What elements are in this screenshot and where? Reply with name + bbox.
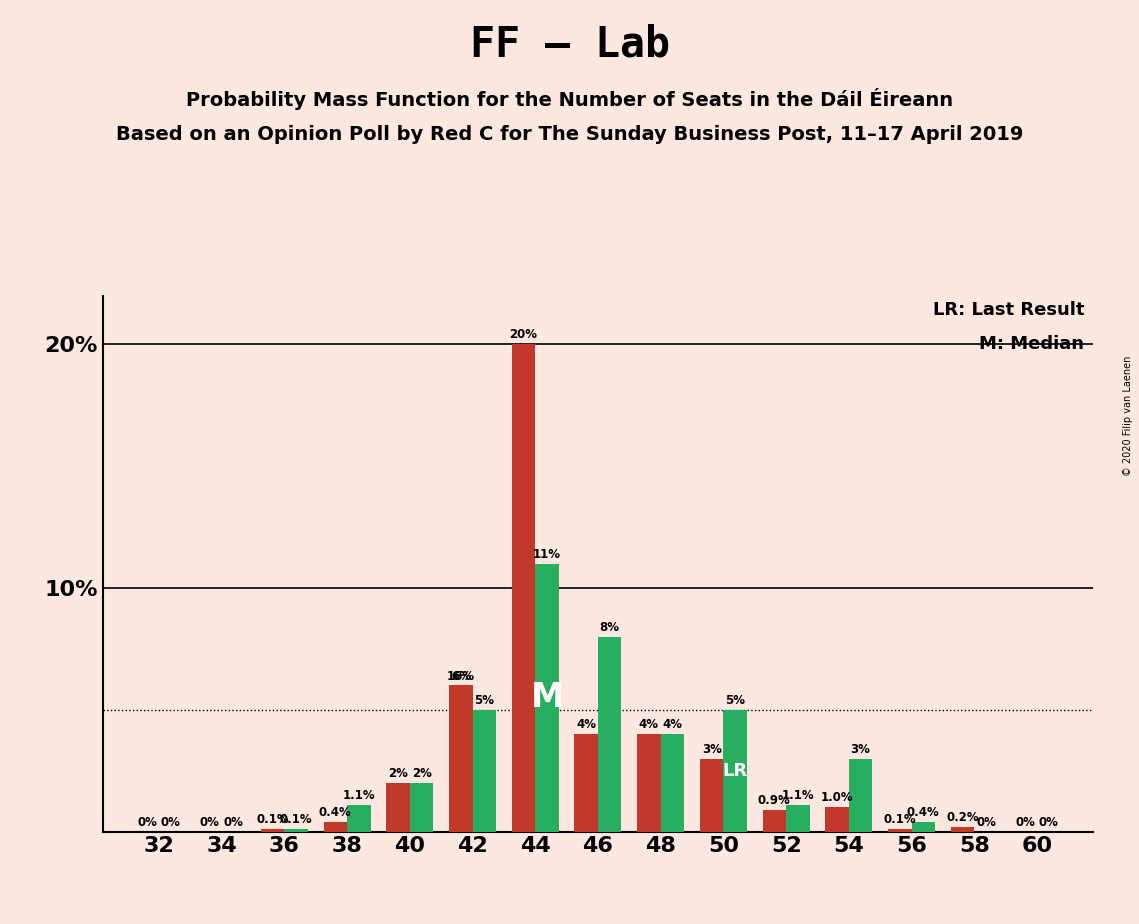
Bar [888, 829, 911, 832]
Text: 16%: 16% [446, 670, 475, 683]
Bar [323, 821, 347, 832]
Text: 0%: 0% [161, 816, 181, 829]
Text: 2%: 2% [411, 767, 432, 780]
Bar [826, 808, 849, 832]
Text: 0.4%: 0.4% [907, 806, 940, 819]
Text: 20%: 20% [509, 328, 538, 342]
Text: 4%: 4% [576, 718, 596, 731]
Bar [849, 759, 872, 832]
Text: 0.2%: 0.2% [947, 810, 978, 824]
Text: 11%: 11% [533, 548, 562, 561]
Text: M: M [531, 681, 564, 714]
Bar [699, 759, 723, 832]
Text: 5%: 5% [474, 694, 494, 707]
Text: 6%: 6% [451, 670, 470, 683]
Text: 4%: 4% [639, 718, 659, 731]
Bar [637, 735, 661, 832]
Bar [473, 710, 497, 832]
Text: 0.1%: 0.1% [280, 813, 312, 826]
Text: LR: LR [722, 761, 747, 780]
Text: 2%: 2% [388, 767, 408, 780]
Bar [661, 735, 685, 832]
Text: © 2020 Filip van Laenen: © 2020 Filip van Laenen [1123, 356, 1133, 476]
Text: Probability Mass Function for the Number of Seats in the Dáil Éireann: Probability Mass Function for the Number… [186, 88, 953, 110]
Text: 3%: 3% [851, 743, 870, 756]
Text: 5%: 5% [726, 694, 745, 707]
Bar [449, 686, 473, 832]
Text: 1.1%: 1.1% [343, 789, 375, 802]
Bar [763, 809, 786, 832]
Bar [285, 829, 308, 832]
Text: Based on an Opinion Poll by Red C for The Sunday Business Post, 11–17 April 2019: Based on an Opinion Poll by Red C for Th… [116, 125, 1023, 144]
Bar [511, 345, 535, 832]
Bar [574, 735, 598, 832]
Text: 0.9%: 0.9% [757, 794, 790, 807]
Bar [598, 637, 622, 832]
Text: 3%: 3% [702, 743, 722, 756]
Text: 0%: 0% [200, 816, 220, 829]
Text: 0%: 0% [1039, 816, 1058, 829]
Bar [261, 829, 285, 832]
Text: 1.1%: 1.1% [781, 789, 814, 802]
Text: 8%: 8% [600, 621, 620, 634]
Bar [911, 821, 935, 832]
Bar [535, 564, 559, 832]
Bar [410, 783, 433, 832]
Text: 0%: 0% [138, 816, 157, 829]
Text: LR: Last Result: LR: Last Result [933, 300, 1084, 319]
Text: 0.1%: 0.1% [884, 813, 916, 826]
Bar [386, 783, 410, 832]
Text: M: Median: M: Median [980, 334, 1084, 353]
Text: 4%: 4% [663, 718, 682, 731]
Text: 0.4%: 0.4% [319, 806, 352, 819]
Text: FF – Lab: FF – Lab [469, 23, 670, 65]
Text: 0%: 0% [1015, 816, 1035, 829]
Bar [786, 805, 810, 832]
Text: 0.1%: 0.1% [256, 813, 289, 826]
Bar [347, 805, 370, 832]
Text: 0%: 0% [223, 816, 244, 829]
Bar [723, 710, 747, 832]
Text: 1.0%: 1.0% [821, 791, 853, 804]
Text: 0%: 0% [976, 816, 995, 829]
Bar [951, 827, 974, 832]
